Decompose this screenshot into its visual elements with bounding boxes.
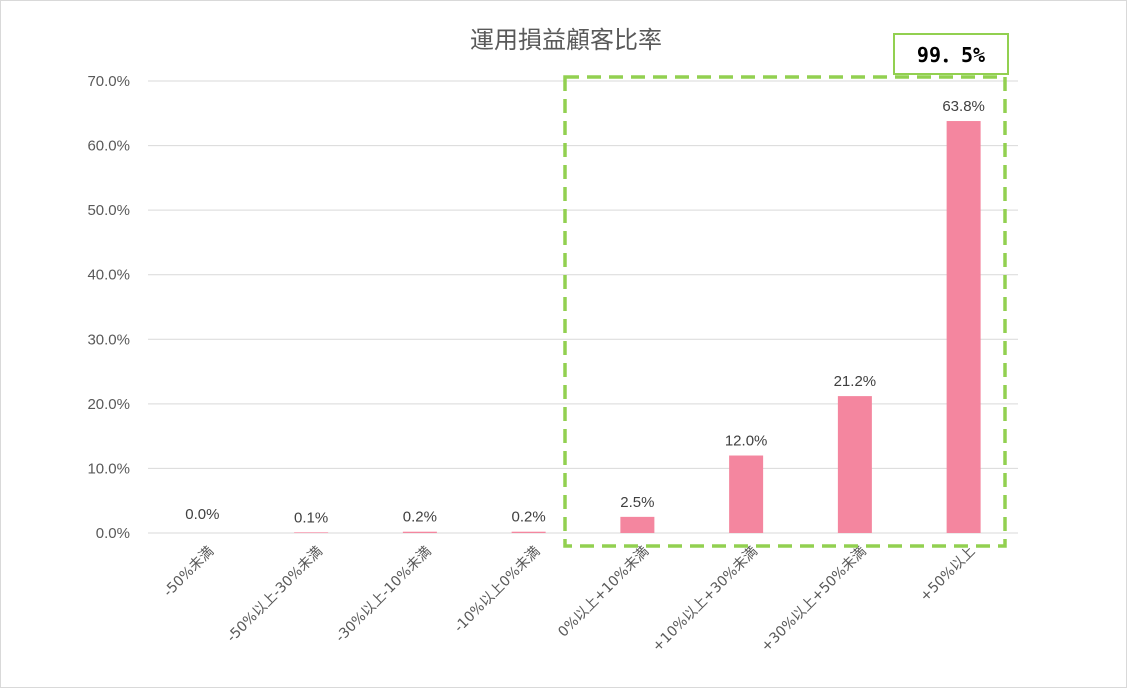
bar [946,121,981,533]
data-label: 21.2% [834,373,877,390]
callout-box [893,33,1009,75]
x-tick-label: -30%以上-10%未満 [333,544,435,646]
y-axis-ticks: 0.0% 10.0% 20.0% 30.0% 40.0% 50.0% 60.0% 70.0% [87,73,130,542]
x-tick-label: +10%以上+30%未満 [649,544,761,656]
bar [620,516,655,533]
gridlines [148,80,1018,534]
data-label: 0.0% [185,506,219,523]
y-tick-label: 20.0% [87,396,130,413]
bar [294,532,329,533]
data-label: 63.8% [942,98,985,115]
data-label: 0.2% [403,509,437,526]
x-tick-label: -50%以上-30%未満 [224,544,326,646]
x-tick-label: -10%以上0%未満 [451,544,543,636]
x-tick-label: +50%以上 [917,544,978,605]
callout-text: 99．5% [917,43,985,67]
y-tick-label: 70.0% [87,73,130,90]
y-tick-label: 50.0% [87,202,130,219]
y-tick-label: 10.0% [87,460,130,477]
data-label: 2.5% [620,494,654,511]
y-tick-label: 60.0% [87,138,130,155]
data-label: 0.1% [294,509,328,526]
x-tick-label: 0%以上+10%未満 [555,544,652,641]
bar [402,531,437,533]
y-tick-label: 30.0% [87,331,130,348]
y-tick-label: 40.0% [87,267,130,284]
highlight-dashed-box [563,75,1007,548]
bar [837,396,872,533]
chart-title: 運用損益顧客比率 [470,26,662,54]
data-labels: 0.0% 0.1% 0.2% 0.2% 2.5% 12.0% 21.2% 63.8% [185,98,985,526]
bars [294,121,981,533]
data-label: 0.2% [512,509,546,526]
y-tick-label: 0.0% [96,525,130,542]
x-tick-label: +30%以上+50%未満 [758,544,870,656]
data-label: 12.0% [725,433,768,450]
bar [511,531,546,533]
x-axis-ticks: -50%未満 -50%以上-30%未満 -30%以上-10%未満 -10%以上0%未満… [161,544,979,656]
bar [729,455,764,533]
x-tick-label: -50%未満 [161,544,218,601]
